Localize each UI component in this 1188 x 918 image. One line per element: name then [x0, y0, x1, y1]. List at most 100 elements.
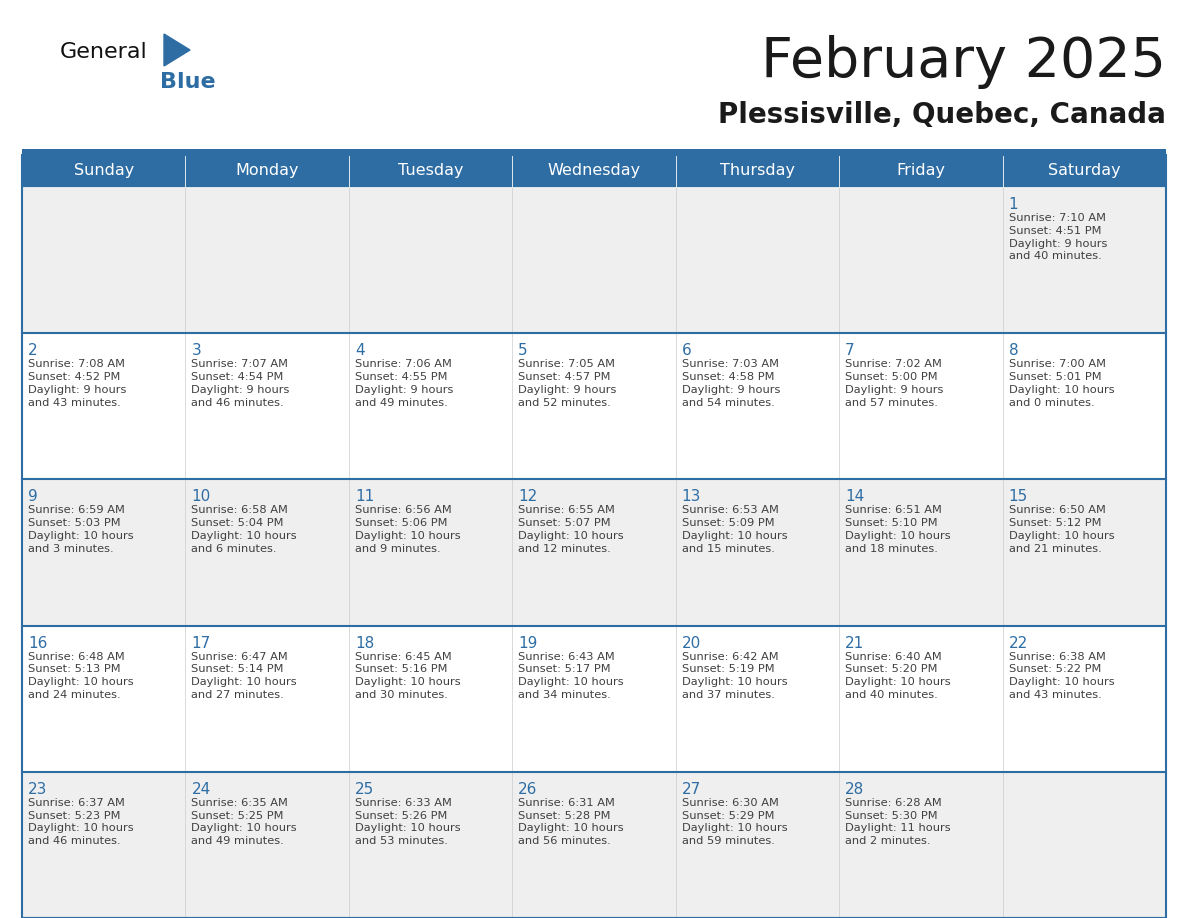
Bar — [1003, 155, 1165, 187]
Bar — [23, 479, 185, 625]
Bar — [23, 187, 185, 333]
Text: Sunrise: 6:45 AM
Sunset: 5:16 PM
Daylight: 10 hours
and 30 minutes.: Sunrise: 6:45 AM Sunset: 5:16 PM Dayligh… — [355, 652, 461, 700]
Text: Sunrise: 7:00 AM
Sunset: 5:01 PM
Daylight: 10 hours
and 0 minutes.: Sunrise: 7:00 AM Sunset: 5:01 PM Dayligh… — [1009, 359, 1114, 408]
Text: 6: 6 — [682, 343, 691, 358]
Text: Saturday: Saturday — [1048, 163, 1120, 178]
Text: 25: 25 — [355, 782, 374, 797]
Bar — [185, 479, 349, 625]
Text: Sunrise: 6:51 AM
Sunset: 5:10 PM
Daylight: 10 hours
and 18 minutes.: Sunrise: 6:51 AM Sunset: 5:10 PM Dayligh… — [845, 506, 950, 554]
Bar — [185, 625, 349, 772]
Bar — [23, 333, 185, 479]
Bar — [839, 625, 1003, 772]
Bar — [512, 772, 676, 918]
Text: 8: 8 — [1009, 343, 1018, 358]
Bar — [349, 625, 512, 772]
Text: Sunrise: 6:30 AM
Sunset: 5:29 PM
Daylight: 10 hours
and 59 minutes.: Sunrise: 6:30 AM Sunset: 5:29 PM Dayligh… — [682, 798, 788, 846]
Text: Sunrise: 6:37 AM
Sunset: 5:23 PM
Daylight: 10 hours
and 46 minutes.: Sunrise: 6:37 AM Sunset: 5:23 PM Dayligh… — [29, 798, 133, 846]
Bar — [1003, 479, 1165, 625]
Text: Tuesday: Tuesday — [398, 163, 463, 178]
Bar — [839, 333, 1003, 479]
Text: Sunrise: 6:31 AM
Sunset: 5:28 PM
Daylight: 10 hours
and 56 minutes.: Sunrise: 6:31 AM Sunset: 5:28 PM Dayligh… — [518, 798, 624, 846]
Text: Sunrise: 7:06 AM
Sunset: 4:55 PM
Daylight: 9 hours
and 49 minutes.: Sunrise: 7:06 AM Sunset: 4:55 PM Dayligh… — [355, 359, 454, 408]
Text: Sunrise: 6:38 AM
Sunset: 5:22 PM
Daylight: 10 hours
and 43 minutes.: Sunrise: 6:38 AM Sunset: 5:22 PM Dayligh… — [1009, 652, 1114, 700]
Bar — [185, 772, 349, 918]
Text: Sunrise: 6:42 AM
Sunset: 5:19 PM
Daylight: 10 hours
and 37 minutes.: Sunrise: 6:42 AM Sunset: 5:19 PM Dayligh… — [682, 652, 788, 700]
Text: Sunrise: 7:08 AM
Sunset: 4:52 PM
Daylight: 9 hours
and 43 minutes.: Sunrise: 7:08 AM Sunset: 4:52 PM Dayligh… — [29, 359, 126, 408]
Text: 1: 1 — [1009, 197, 1018, 212]
Bar — [349, 187, 512, 333]
Bar — [23, 149, 1165, 156]
Bar — [349, 772, 512, 918]
Bar — [676, 625, 839, 772]
Text: February 2025: February 2025 — [762, 35, 1165, 89]
Text: 13: 13 — [682, 489, 701, 504]
Text: 18: 18 — [355, 635, 374, 651]
Bar — [512, 155, 676, 187]
Bar — [676, 155, 839, 187]
Text: General: General — [61, 42, 147, 62]
Text: Sunrise: 6:59 AM
Sunset: 5:03 PM
Daylight: 10 hours
and 3 minutes.: Sunrise: 6:59 AM Sunset: 5:03 PM Dayligh… — [29, 506, 133, 554]
Bar — [349, 155, 512, 187]
Bar — [512, 479, 676, 625]
Text: 10: 10 — [191, 489, 210, 504]
Text: Sunrise: 6:58 AM
Sunset: 5:04 PM
Daylight: 10 hours
and 6 minutes.: Sunrise: 6:58 AM Sunset: 5:04 PM Dayligh… — [191, 506, 297, 554]
Bar — [676, 333, 839, 479]
Text: 20: 20 — [682, 635, 701, 651]
Text: Monday: Monday — [235, 163, 299, 178]
Text: Sunrise: 7:02 AM
Sunset: 5:00 PM
Daylight: 9 hours
and 57 minutes.: Sunrise: 7:02 AM Sunset: 5:00 PM Dayligh… — [845, 359, 943, 408]
Text: Sunrise: 6:28 AM
Sunset: 5:30 PM
Daylight: 11 hours
and 2 minutes.: Sunrise: 6:28 AM Sunset: 5:30 PM Dayligh… — [845, 798, 950, 846]
Text: 26: 26 — [518, 782, 538, 797]
Bar — [349, 333, 512, 479]
Text: Sunrise: 7:07 AM
Sunset: 4:54 PM
Daylight: 9 hours
and 46 minutes.: Sunrise: 7:07 AM Sunset: 4:54 PM Dayligh… — [191, 359, 290, 408]
Text: 21: 21 — [845, 635, 865, 651]
Bar — [1003, 333, 1165, 479]
Bar — [839, 155, 1003, 187]
Text: Sunday: Sunday — [74, 163, 134, 178]
Text: Sunrise: 7:03 AM
Sunset: 4:58 PM
Daylight: 9 hours
and 54 minutes.: Sunrise: 7:03 AM Sunset: 4:58 PM Dayligh… — [682, 359, 781, 408]
Bar — [23, 155, 185, 187]
Bar — [839, 479, 1003, 625]
Bar — [185, 333, 349, 479]
Text: 22: 22 — [1009, 635, 1028, 651]
Bar — [1003, 625, 1165, 772]
Text: 12: 12 — [518, 489, 537, 504]
Text: Sunrise: 6:43 AM
Sunset: 5:17 PM
Daylight: 10 hours
and 34 minutes.: Sunrise: 6:43 AM Sunset: 5:17 PM Dayligh… — [518, 652, 624, 700]
Bar — [1003, 772, 1165, 918]
Text: Sunrise: 6:48 AM
Sunset: 5:13 PM
Daylight: 10 hours
and 24 minutes.: Sunrise: 6:48 AM Sunset: 5:13 PM Dayligh… — [29, 652, 133, 700]
Bar — [1003, 187, 1165, 333]
Bar — [676, 772, 839, 918]
Text: Friday: Friday — [897, 163, 946, 178]
Bar — [512, 187, 676, 333]
Text: Sunrise: 6:50 AM
Sunset: 5:12 PM
Daylight: 10 hours
and 21 minutes.: Sunrise: 6:50 AM Sunset: 5:12 PM Dayligh… — [1009, 506, 1114, 554]
Bar — [839, 187, 1003, 333]
Text: 23: 23 — [29, 782, 48, 797]
Text: Sunrise: 6:35 AM
Sunset: 5:25 PM
Daylight: 10 hours
and 49 minutes.: Sunrise: 6:35 AM Sunset: 5:25 PM Dayligh… — [191, 798, 297, 846]
Text: 17: 17 — [191, 635, 210, 651]
Text: 9: 9 — [29, 489, 38, 504]
Text: Wednesday: Wednesday — [548, 163, 640, 178]
Bar — [185, 187, 349, 333]
Text: 2: 2 — [29, 343, 38, 358]
Bar — [676, 479, 839, 625]
Text: Sunrise: 6:33 AM
Sunset: 5:26 PM
Daylight: 10 hours
and 53 minutes.: Sunrise: 6:33 AM Sunset: 5:26 PM Dayligh… — [355, 798, 461, 846]
Text: 11: 11 — [355, 489, 374, 504]
Text: 5: 5 — [518, 343, 527, 358]
Bar — [676, 187, 839, 333]
Text: Sunrise: 6:47 AM
Sunset: 5:14 PM
Daylight: 10 hours
and 27 minutes.: Sunrise: 6:47 AM Sunset: 5:14 PM Dayligh… — [191, 652, 297, 700]
Bar — [839, 772, 1003, 918]
Text: 24: 24 — [191, 782, 210, 797]
Text: Blue: Blue — [160, 72, 216, 92]
Text: 27: 27 — [682, 782, 701, 797]
Polygon shape — [164, 34, 190, 66]
Text: Sunrise: 6:53 AM
Sunset: 5:09 PM
Daylight: 10 hours
and 15 minutes.: Sunrise: 6:53 AM Sunset: 5:09 PM Dayligh… — [682, 506, 788, 554]
Bar — [23, 155, 1165, 918]
Text: Sunrise: 6:56 AM
Sunset: 5:06 PM
Daylight: 10 hours
and 9 minutes.: Sunrise: 6:56 AM Sunset: 5:06 PM Dayligh… — [355, 506, 461, 554]
Bar — [512, 625, 676, 772]
Text: 28: 28 — [845, 782, 865, 797]
Bar — [23, 625, 185, 772]
Text: Sunrise: 6:55 AM
Sunset: 5:07 PM
Daylight: 10 hours
and 12 minutes.: Sunrise: 6:55 AM Sunset: 5:07 PM Dayligh… — [518, 506, 624, 554]
Text: 16: 16 — [29, 635, 48, 651]
Bar — [349, 479, 512, 625]
Text: 7: 7 — [845, 343, 855, 358]
Text: 15: 15 — [1009, 489, 1028, 504]
